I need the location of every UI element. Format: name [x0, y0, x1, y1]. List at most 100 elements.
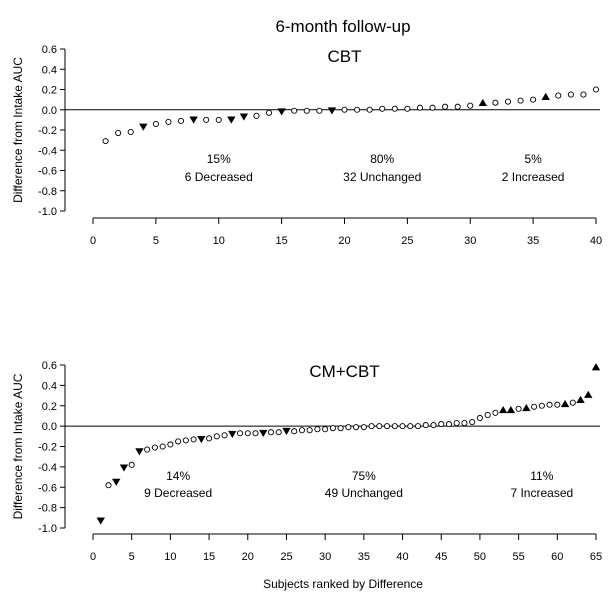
x-tick-label: 20: [242, 551, 254, 563]
data-point-unchanged: [291, 107, 298, 114]
data-point-decreased: [139, 123, 148, 131]
y-tick-label: 0.0: [42, 421, 57, 433]
data-point-unchanged: [215, 116, 222, 123]
annotation-count: 32 Unchanged: [343, 170, 421, 184]
data-point-unchanged: [407, 423, 414, 430]
x-tick-label: 15: [276, 235, 288, 247]
x-tick-label: 5: [129, 551, 135, 563]
data-point-unchanged: [546, 401, 553, 408]
data-point-unchanged: [236, 430, 244, 437]
data-point-unchanged: [213, 433, 220, 440]
data-point-unchanged: [128, 461, 135, 468]
data-point-unchanged: [592, 86, 600, 93]
panel-title: CBT: [328, 47, 362, 66]
y-tick-label: 0.2: [42, 401, 57, 413]
data-point-increased: [541, 92, 550, 100]
data-point-unchanged: [484, 411, 491, 418]
y-tick-label: -0.4: [38, 462, 57, 474]
x-tick-label: 60: [551, 551, 563, 563]
x-tick-label: 40: [396, 551, 408, 563]
x-tick-label: 35: [358, 551, 370, 563]
data-point-increased: [560, 399, 570, 408]
x-tick-label: 25: [280, 551, 292, 563]
data-point-unchanged: [429, 104, 436, 111]
data-point-increased: [591, 363, 601, 371]
data-point-unchanged: [531, 403, 538, 410]
data-point-unchanged: [303, 107, 310, 114]
y-tick-label: -0.4: [38, 145, 57, 157]
data-point-unchanged: [555, 92, 562, 99]
data-point-unchanged: [159, 443, 166, 450]
data-point-unchanged: [404, 105, 411, 112]
data-point-increased: [498, 406, 508, 414]
data-point-unchanged: [580, 91, 587, 98]
data-point-unchanged: [244, 430, 251, 437]
panel-cm-cbt: CM+CBT Difference from Intake AUC 0.6 0.4 0.…: [11, 360, 602, 563]
data-point-unchanged: [567, 91, 574, 98]
x-tick-label: 40: [590, 235, 602, 247]
data-point-unchanged: [253, 112, 260, 119]
x-tick-label: 55: [512, 551, 524, 563]
data-point-unchanged: [221, 432, 228, 439]
data-point-unchanged: [569, 399, 576, 406]
data-point-unchanged: [438, 421, 445, 428]
data-point-unchanged: [329, 425, 336, 432]
data-point-unchanged: [102, 138, 109, 145]
y-tick-label: -1.0: [38, 523, 57, 535]
data-point-unchanged: [414, 423, 422, 430]
data-point-unchanged: [275, 429, 282, 436]
data-point-decreased: [135, 448, 144, 456]
data-point-unchanged: [345, 424, 352, 431]
y-tick-label: 0.6: [42, 44, 57, 56]
data-point-unchanged: [252, 430, 259, 437]
x-tick-label: 0: [90, 235, 96, 247]
data-point-unchanged: [467, 102, 474, 109]
data-point-unchanged: [115, 129, 122, 137]
data-point-decreased: [277, 108, 286, 116]
x-tick-label: 45: [435, 551, 447, 563]
data-point-unchanged: [538, 402, 545, 409]
data-point-unchanged: [422, 422, 429, 429]
panel-cbt: CBT Difference from Intake AUC 0.6 0.4 0.2 0.…: [11, 44, 602, 247]
data-point-unchanged: [384, 423, 391, 430]
y-tick-label: 0.2: [42, 85, 57, 97]
y-tick-label: -0.8: [38, 503, 57, 515]
y-tick-label: -0.6: [38, 482, 57, 494]
data-point-unchanged: [105, 482, 112, 489]
y-tick-label: 0.4: [42, 380, 57, 392]
figure-title: 6-month follow-up: [275, 17, 410, 36]
data-point-unchanged: [492, 409, 499, 416]
data-point-unchanged: [267, 429, 275, 436]
x-tick-label: 0: [90, 551, 96, 563]
annotation-percent: 14%: [166, 469, 190, 483]
annotation-count: 49 Unchanged: [325, 486, 403, 500]
y-tick-label: -1.0: [38, 206, 57, 218]
data-point-unchanged: [517, 97, 524, 104]
data-point-decreased: [96, 517, 105, 525]
annotation-count: 7 Increased: [510, 486, 573, 500]
data-point-unchanged: [368, 423, 375, 430]
x-tick-label: 10: [213, 235, 225, 247]
data-point-unchanged: [265, 109, 273, 116]
y-axis-label: Difference from Intake AUC: [11, 57, 25, 203]
y-tick-label: -0.8: [38, 186, 57, 198]
data-point-unchanged: [167, 441, 174, 448]
data-point-decreased: [259, 429, 268, 438]
data-point-unchanged: [127, 128, 134, 136]
x-tick-label: 50: [474, 551, 486, 563]
y-tick-label: -0.2: [38, 125, 57, 137]
data-point-unchanged: [206, 435, 213, 442]
data-point-unchanged: [314, 426, 321, 433]
data-point-unchanged: [399, 423, 406, 430]
data-point-unchanged: [430, 422, 437, 429]
data-point-decreased: [227, 116, 236, 124]
data-point-unchanged: [391, 423, 398, 430]
data-point-unchanged: [353, 424, 360, 431]
data-point-unchanged: [554, 401, 561, 408]
y-axis-label: Difference from Intake AUC: [11, 373, 25, 519]
data-point-unchanged: [454, 103, 461, 110]
data-point-unchanged: [151, 444, 158, 451]
data-point-unchanged: [461, 420, 468, 427]
